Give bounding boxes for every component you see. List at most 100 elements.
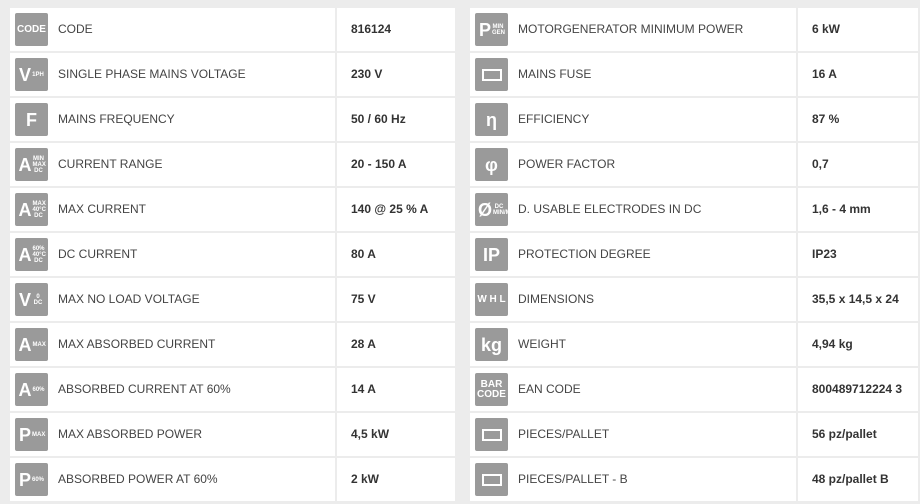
spec-value: IP23 <box>798 233 918 276</box>
spec-row: A 60% 40°C DC DC CURRENT 80 A <box>10 233 455 276</box>
label-cell: V 1PH SINGLE PHASE MAINS VOLTAGE <box>10 53 335 96</box>
label-cell: A MIN MAX DC CURRENT RANGE <box>10 143 335 186</box>
spec-value: 20 - 150 A <box>337 143 455 186</box>
spec-value: 6 kW <box>798 8 918 51</box>
label-cell: MAINS FUSE <box>470 53 796 96</box>
spec-value: 87 % <box>798 98 918 141</box>
spec-icon: A 60% <box>15 373 48 406</box>
icon-main: η <box>486 109 497 130</box>
spec-label: POWER FACTOR <box>518 157 616 171</box>
spec-value: 800489712224 3 <box>798 368 918 411</box>
label-cell: IP PROTECTION DEGREE <box>470 233 796 276</box>
spec-icon <box>475 463 508 496</box>
icon-main: A <box>18 244 32 265</box>
label-cell: P 60% ABSORBED POWER AT 60% <box>10 458 335 501</box>
spec-icon: η <box>475 103 508 136</box>
spec-label: ABSORBED CURRENT AT 60% <box>58 382 231 396</box>
spec-label: D. USABLE ELECTRODES IN DC <box>518 202 702 216</box>
icon-sub: MAX <box>32 431 46 438</box>
icon-main: Ø <box>477 199 492 220</box>
icon-sub: 60% 40°C DC <box>32 245 46 264</box>
spec-table-left: CODE CODE 816124 V 1PH SINGLE PHASE MAINS VOL… <box>10 8 455 503</box>
spec-icon: A 60% 40°C DC <box>15 238 48 271</box>
label-cell: P MIN GEN MOTORGENERATOR MINIMUM POWER <box>470 8 796 51</box>
spec-icon: F <box>15 103 48 136</box>
spec-row: η EFFICIENCY 87 % <box>470 98 918 141</box>
spec-label: EFFICIENCY <box>518 112 590 126</box>
icon-main: W H L <box>477 293 506 305</box>
spec-label: PIECES/PALLET <box>518 427 610 441</box>
icon-sub: MIN GEN <box>492 23 506 36</box>
spec-value: 4,94 kg <box>798 323 918 366</box>
icon-main: A <box>18 199 32 220</box>
label-cell: CODE CODE <box>10 8 335 51</box>
icon-main: BAR CODE <box>477 378 506 400</box>
spec-icon: BAR CODE <box>475 373 508 406</box>
icon-main: IP <box>482 244 500 265</box>
icon-main: P <box>18 424 31 445</box>
spec-value: 50 / 60 Hz <box>337 98 455 141</box>
spec-row: P MIN GEN MOTORGENERATOR MINIMUM POWER 6 kW <box>470 8 918 51</box>
label-cell: W H L DIMENSIONS <box>470 278 796 321</box>
spec-row: kg WEIGHT 4,94 kg <box>470 323 918 366</box>
spec-label: DC CURRENT <box>58 247 138 261</box>
label-cell: A MAX 40°C DC MAX CURRENT <box>10 188 335 231</box>
spec-value: 56 pz/pallet <box>798 413 918 456</box>
spec-value: 28 A <box>337 323 455 366</box>
spec-row: A MAX MAX ABSORBED CURRENT 28 A <box>10 323 455 366</box>
icon-sub: MAX <box>32 341 46 348</box>
spec-label: MAINS FREQUENCY <box>58 112 175 126</box>
icon-sub: 1PH <box>32 71 44 78</box>
spec-icon: P MIN GEN <box>475 13 508 46</box>
spec-value: 16 A <box>798 53 918 96</box>
spec-value: 80 A <box>337 233 455 276</box>
spec-icon: A MAX 40°C DC <box>15 193 48 226</box>
label-cell: A MAX MAX ABSORBED CURRENT <box>10 323 335 366</box>
spec-icon <box>475 58 508 91</box>
icon-main: V <box>18 289 31 310</box>
label-cell: BAR CODE EAN CODE <box>470 368 796 411</box>
spec-row: PIECES/PALLET - B 48 pz/pallet B <box>470 458 918 501</box>
icon-glyph <box>481 473 502 486</box>
spec-row: A MAX 40°C DC MAX CURRENT 140 @ 25 % A <box>10 188 455 231</box>
spec-label: PIECES/PALLET - B <box>518 472 628 486</box>
spec-icon: A MIN MAX DC <box>15 148 48 181</box>
icon-main: CODE <box>17 23 46 35</box>
spec-label: MAX CURRENT <box>58 202 147 216</box>
spec-row: P 60% ABSORBED POWER AT 60% 2 kW <box>10 458 455 501</box>
icon-sub: 60% <box>32 476 45 483</box>
spec-icon: kg <box>475 328 508 361</box>
spec-value: 1,6 - 4 mm <box>798 188 918 231</box>
spec-value: 35,5 x 14,5 x 24 cm <box>798 278 918 349</box>
icon-glyph <box>481 428 502 441</box>
spec-row: V 1PH SINGLE PHASE MAINS VOLTAGE 230 V <box>10 53 455 96</box>
icon-main: P <box>18 469 31 490</box>
spec-value: 0,7 <box>798 143 918 186</box>
spec-table-right: P MIN GEN MOTORGENERATOR MINIMUM POWER 6 kW… <box>470 8 918 503</box>
spec-label: CODE <box>58 22 93 36</box>
spec-icon <box>475 418 508 451</box>
label-cell: P MAX MAX ABSORBED POWER <box>10 413 335 456</box>
icon-sub: 60% <box>32 386 45 393</box>
label-cell: η EFFICIENCY <box>470 98 796 141</box>
icon-sub: DC MIN/MAX <box>493 203 508 216</box>
icon-main: F <box>26 109 37 130</box>
icon-main: φ <box>485 154 498 175</box>
icon-main: A <box>18 334 32 355</box>
label-cell: φ POWER FACTOR <box>470 143 796 186</box>
spec-label: MAINS FUSE <box>518 67 592 81</box>
spec-row: BAR CODE EAN CODE 800489712224 3 <box>470 368 918 411</box>
icon-main: A <box>18 379 32 400</box>
spec-value: 2 kW <box>337 458 455 501</box>
label-cell: kg WEIGHT <box>470 323 796 366</box>
label-cell: PIECES/PALLET - B <box>470 458 796 501</box>
spec-icon: CODE <box>15 13 48 46</box>
icon-main: A <box>18 154 32 175</box>
spec-row: P MAX MAX ABSORBED POWER 4,5 kW <box>10 413 455 456</box>
spec-label: PROTECTION DEGREE <box>518 247 651 261</box>
